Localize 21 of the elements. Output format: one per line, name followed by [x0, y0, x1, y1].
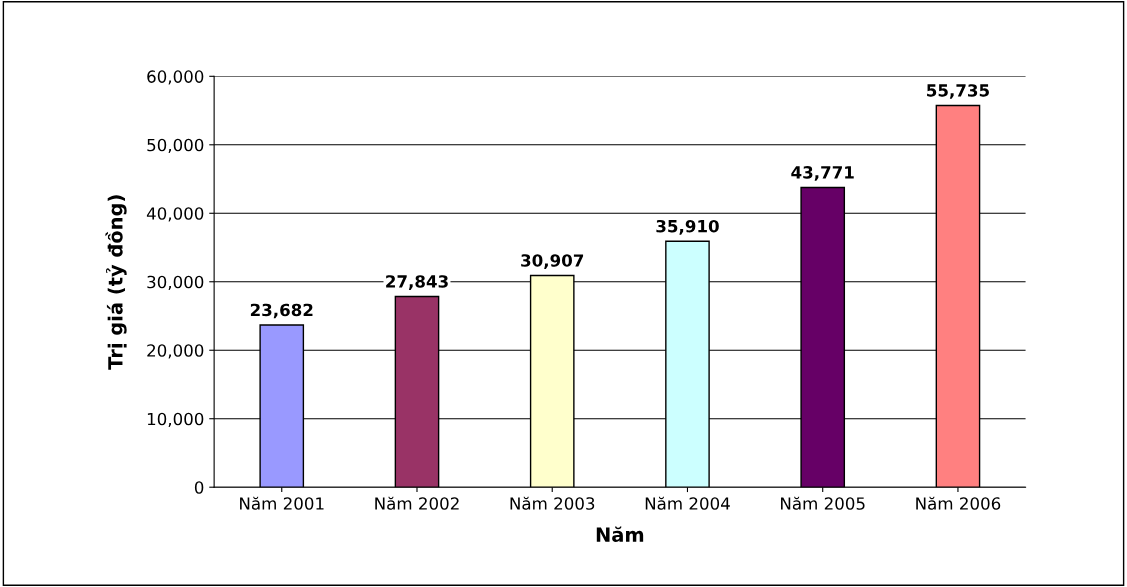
y-axis-title: Trị giá (tỷ đồng) [105, 195, 127, 370]
y-tick-label: 0 [194, 481, 204, 494]
y-tick-label: 20,000 [147, 344, 204, 359]
data-label: 55,735 [927, 84, 989, 99]
x-tick-label: Năm 2004 [645, 496, 730, 510]
x-tick-label: Năm 2002 [375, 496, 459, 510]
data-label: 27,843 [386, 275, 448, 290]
x-tick-label: Năm 2003 [510, 496, 595, 510]
x-tick-label: Năm 2006 [916, 496, 1001, 510]
data-label: 30,907 [521, 254, 584, 269]
x-tick-label: Năm 2001 [240, 496, 324, 510]
y-tick-label: 60,000 [147, 70, 204, 85]
x-axis-title: Năm [596, 526, 644, 542]
y-tick-label: 10,000 [147, 412, 204, 427]
y-tick-label: 50,000 [147, 138, 204, 154]
x-tick-label: Năm 2005 [781, 496, 865, 510]
data-label: 35,910 [656, 219, 719, 235]
y-tick-label: 30,000 [147, 275, 204, 291]
data-label: 43,771 [791, 166, 854, 181]
y-tick-label: 40,000 [146, 207, 204, 222]
data-label: 23,682 [250, 303, 313, 319]
